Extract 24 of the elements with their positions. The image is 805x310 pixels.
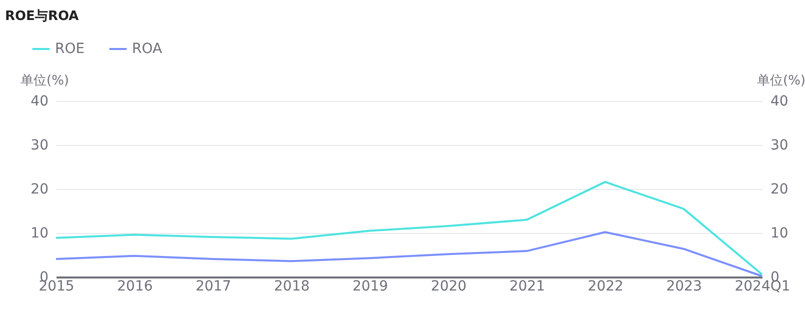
y-tick-label: 20 bbox=[30, 182, 48, 198]
x-tick-label: 2022 bbox=[588, 278, 624, 294]
y-tick-label: 40 bbox=[30, 94, 48, 110]
y2-tick-label: 40 bbox=[770, 94, 788, 110]
chart-title: ROE与ROA bbox=[5, 9, 79, 24]
legend-label: ROE bbox=[55, 41, 85, 57]
x-tick-label: 2019 bbox=[352, 278, 388, 294]
y-tick-label: 30 bbox=[30, 138, 48, 154]
x-tick-label: 2021 bbox=[509, 278, 545, 294]
x-tick-label: 2015 bbox=[38, 278, 74, 294]
x-tick-label: 2020 bbox=[430, 278, 467, 294]
legend-label: ROA bbox=[132, 41, 162, 57]
line-series bbox=[55, 231, 763, 278]
line-series bbox=[55, 180, 763, 276]
y2-tick-label: 10 bbox=[770, 226, 788, 242]
x-tick-label: 2017 bbox=[196, 278, 232, 294]
x-tick-label: 2016 bbox=[117, 278, 153, 294]
y2-axis-title: 单位(%) bbox=[757, 74, 805, 88]
y2-tick-label: 20 bbox=[770, 182, 788, 198]
y-tick-label: 10 bbox=[30, 226, 48, 242]
x-tick-label: 2018 bbox=[274, 278, 310, 294]
x-tick-label: 2023 bbox=[666, 278, 702, 294]
y-axis-title: 单位(%) bbox=[20, 74, 69, 88]
y2-tick-label: 30 bbox=[770, 138, 788, 154]
